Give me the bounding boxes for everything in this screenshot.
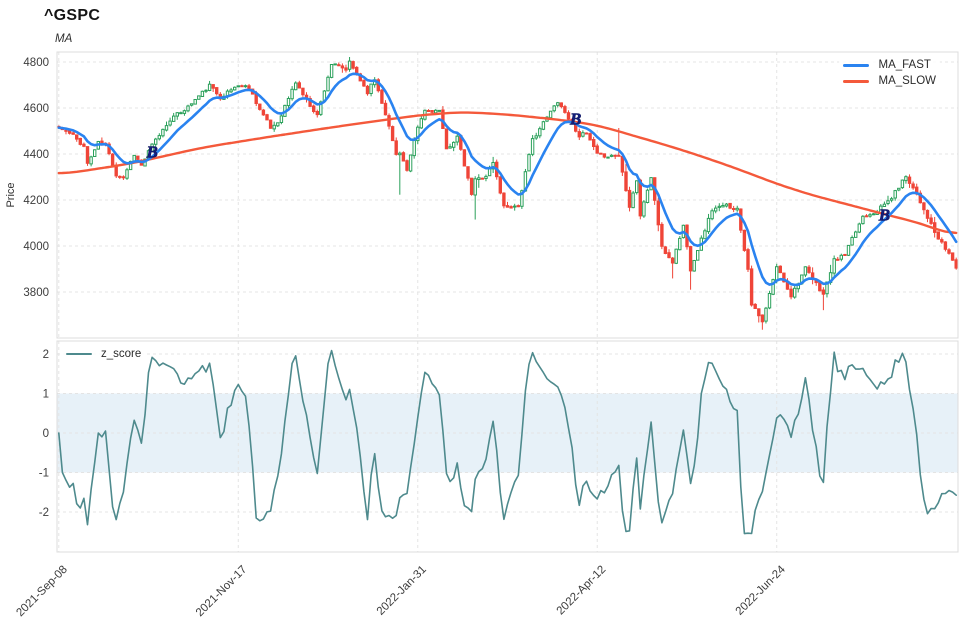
- svg-text:2021-Nov-17: 2021-Nov-17: [194, 564, 249, 619]
- legend-item-ma-fast[interactable]: MA_FAST: [843, 59, 931, 71]
- legend-item-ma-slow[interactable]: MA_SLOW: [843, 75, 936, 87]
- ma-slow-line: [57, 111, 958, 235]
- svg-text:2022-Jun-24: 2022-Jun-24: [734, 563, 789, 618]
- svg-text:1: 1: [43, 389, 49, 401]
- ma-fast-label: MA_FAST: [878, 59, 931, 71]
- panel-borders: [56, 51, 959, 553]
- svg-text:2022-Apr-12: 2022-Apr-12: [555, 564, 609, 618]
- ma-slow-label: MA_SLOW: [878, 75, 936, 87]
- buy-signal-markers: B B B: [145, 109, 890, 225]
- chart-title: ^GSPC: [44, 7, 101, 24]
- svg-text:B: B: [569, 110, 581, 129]
- svg-text:3800: 3800: [23, 287, 49, 299]
- svg-text:4200: 4200: [23, 195, 49, 207]
- svg-text:B: B: [145, 143, 157, 162]
- zscore-swatch-icon: [66, 353, 92, 355]
- svg-text:-1: -1: [39, 468, 49, 480]
- ma-slow-swatch-icon: [843, 79, 870, 83]
- svg-text:4800: 4800: [23, 57, 49, 69]
- chart-subtitle: MA: [55, 33, 73, 45]
- svg-text:2022-Jan-31: 2022-Jan-31: [375, 564, 429, 618]
- zscore-line: [58, 349, 957, 535]
- zscore-label: z_score: [101, 348, 142, 360]
- svg-text:2021-Sep-08: 2021-Sep-08: [14, 564, 70, 620]
- price-y-tick-labels: 4800 4600 4400 4200 4000 3800: [23, 57, 49, 299]
- svg-text:4600: 4600: [23, 103, 49, 115]
- ma-fast-swatch-icon: [843, 63, 870, 67]
- price-legend: MA_FAST MA_SLOW: [839, 57, 940, 89]
- gridlines: [57, 52, 958, 552]
- svg-text:2: 2: [43, 349, 49, 361]
- svg-text:0: 0: [43, 428, 49, 440]
- svg-text:4000: 4000: [23, 241, 49, 253]
- svg-text:-2: -2: [39, 507, 49, 519]
- legend-item-zscore[interactable]: z_score: [66, 348, 141, 360]
- candlestick-series: [57, 56, 958, 330]
- ma-fast-line: [57, 72, 958, 287]
- zscore-legend: z_score: [62, 346, 146, 362]
- svg-text:4400: 4400: [23, 149, 49, 161]
- zscore-y-tick-labels: 2 1 0 -1 -2: [39, 349, 49, 519]
- x-tick-labels: 2021-Sep-08 2021-Nov-17 2022-Jan-31 2022-Ap…: [14, 563, 788, 619]
- svg-text:B: B: [878, 206, 890, 225]
